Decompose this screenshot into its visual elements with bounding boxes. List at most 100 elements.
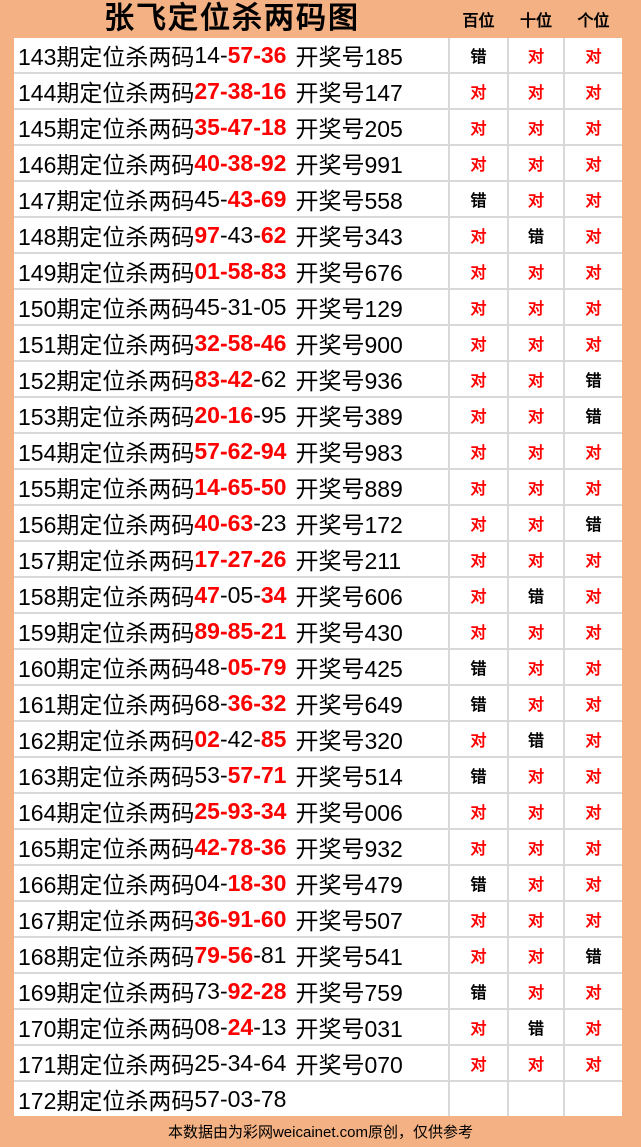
row-prefix: 143期定位杀两码 — [18, 44, 195, 70]
row-text: 150期定位杀两码 45-31-05 开奖号129 — [14, 290, 450, 324]
result-tens: 对 — [507, 830, 565, 864]
row-prefix: 147期定位杀两码 — [18, 188, 195, 214]
column-header-hundreds: 百位 — [462, 13, 495, 30]
table-row: 156期定位杀两码 40-63 -23 开奖号172 对 对 错 — [14, 504, 622, 540]
result-ones: 对 — [585, 265, 602, 282]
kill-code-highlighted: 62 — [260, 221, 287, 248]
draw-number: 开奖号031 — [295, 1016, 403, 1042]
kill-code-highlighted: 05-79 — [227, 653, 287, 680]
draw-number: 开奖号479 — [295, 872, 403, 898]
result-hundreds: 对 — [470, 337, 487, 354]
row-text: 151期定位杀两码 32-58-46 开奖号900 — [14, 326, 450, 360]
draw-number: 开奖号936 — [295, 368, 403, 394]
row-text: 148期定位杀两码 97 -43- 62 开奖号343 — [14, 218, 450, 252]
result-ones: 对 — [585, 157, 602, 174]
table-row: 144期定位杀两码 27-38-16 开奖号147 对 对 对 — [14, 72, 622, 108]
row-text: 170期定位杀两码 08- 24 -13 开奖号031 — [14, 1010, 450, 1044]
kill-code-highlighted: 97 — [194, 221, 220, 248]
row-prefix: 168期定位杀两码 — [18, 944, 195, 970]
row-text: 156期定位杀两码 40-63 -23 开奖号172 — [14, 506, 450, 540]
result-tens: 对 — [507, 110, 565, 144]
draw-number: 开奖号320 — [295, 728, 403, 754]
result-hundreds: 对 — [470, 157, 487, 174]
result-tens: 对 — [507, 506, 565, 540]
result-tens: 对 — [507, 434, 565, 468]
page-title: 张飞定位杀两码图 — [104, 2, 360, 35]
kill-code-highlighted: 35-47-18 — [194, 113, 287, 140]
row-prefix: 150期定位杀两码 — [18, 296, 195, 322]
draw-number: 开奖号425 — [295, 656, 403, 682]
result-hundreds: 对 — [470, 913, 487, 930]
table-row: 158期定位杀两码 47 -05- 34 开奖号606 对 错 对 — [14, 576, 622, 612]
result-tens: 对 — [507, 362, 565, 396]
result-tens: 对 — [507, 650, 565, 684]
row-prefix: 145期定位杀两码 — [18, 116, 195, 142]
kill-code: -62 — [253, 365, 287, 392]
row-text: 166期定位杀两码 04- 18-30 开奖号479 — [14, 866, 450, 900]
kill-code-highlighted: 17-27-26 — [194, 545, 287, 572]
result-tens: 对 — [507, 866, 565, 900]
kill-code-highlighted: 40-63 — [194, 509, 254, 536]
page: 张飞定位杀两码图 百位 十位 个位 143期定位杀两码 14- 57-36 开奖号18… — [14, 2, 622, 1141]
result-ones: 对 — [585, 85, 602, 102]
result-hundreds: 错 — [470, 985, 487, 1002]
row-prefix: 161期定位杀两码 — [18, 692, 195, 718]
result-tens: 对 — [507, 470, 565, 504]
kill-code-highlighted: 01-58-83 — [194, 257, 287, 284]
kill-code-highlighted: 57-71 — [227, 761, 287, 788]
draw-number: 开奖号389 — [295, 404, 403, 430]
result-tens: 对 — [507, 614, 565, 648]
result-hundreds: 对 — [470, 589, 487, 606]
row-prefix: 156期定位杀两码 — [18, 512, 195, 538]
kill-code: -05- — [219, 581, 261, 608]
row-prefix: 155期定位杀两码 — [18, 476, 195, 502]
result-ones: 错 — [585, 409, 602, 426]
kill-code-highlighted: 32-58-46 — [194, 329, 287, 356]
draw-number: 开奖号070 — [295, 1052, 403, 1078]
kill-code-highlighted: 34 — [260, 581, 287, 608]
draw-number: 开奖号205 — [295, 116, 403, 142]
result-hundreds: 错 — [470, 877, 487, 894]
kill-code: 25-34-64 — [194, 1049, 287, 1076]
table-row: 163期定位杀两码 53- 57-71 开奖号514 错 对 对 — [14, 756, 622, 792]
draw-number: 开奖号147 — [295, 80, 403, 106]
row-text: 154期定位杀两码 57-62-94 开奖号983 — [14, 434, 450, 468]
row-text: 171期定位杀两码 25-34-64 开奖号070 — [14, 1046, 450, 1080]
result-ones: 对 — [585, 229, 602, 246]
result-ones: 对 — [585, 301, 602, 318]
result-ones: 对 — [585, 625, 602, 642]
row-text: 163期定位杀两码 53- 57-71 开奖号514 — [14, 758, 450, 792]
kill-code: 53- — [194, 761, 228, 788]
result-tens: 错 — [507, 218, 565, 252]
result-ones: 对 — [585, 121, 602, 138]
result-tens: 错 — [507, 1010, 565, 1044]
result-hundreds: 对 — [470, 265, 487, 282]
row-prefix: 165期定位杀两码 — [18, 836, 195, 862]
kill-code: 45-31-05 — [194, 293, 287, 320]
result-ones: 对 — [585, 913, 602, 930]
row-text: 147期定位杀两码 45- 43-69 开奖号558 — [14, 182, 450, 216]
kill-code-highlighted: 02 — [194, 725, 220, 752]
table-row: 171期定位杀两码 25-34-64 开奖号070 对 对 对 — [14, 1044, 622, 1080]
result-hundreds — [450, 1082, 507, 1116]
draw-number: 开奖号006 — [295, 800, 403, 826]
result-tens: 对 — [507, 758, 565, 792]
row-prefix: 163期定位杀两码 — [18, 764, 195, 790]
table-row: 169期定位杀两码 73- 92-28 开奖号759 错 对 对 — [14, 972, 622, 1008]
result-tens: 对 — [507, 74, 565, 108]
result-ones: 对 — [585, 877, 602, 894]
row-prefix: 160期定位杀两码 — [18, 656, 195, 682]
result-hundreds: 对 — [470, 1021, 487, 1038]
result-hundreds: 错 — [470, 697, 487, 714]
kill-code-highlighted: 36-32 — [227, 689, 287, 716]
row-text: 157期定位杀两码 17-27-26 开奖号211 — [14, 542, 450, 576]
row-text: 153期定位杀两码 20-16 -95 开奖号389 — [14, 398, 450, 432]
kill-code: -42- — [219, 725, 261, 752]
result-ones: 对 — [585, 769, 602, 786]
row-text: 160期定位杀两码 48- 05-79 开奖号425 — [14, 650, 450, 684]
row-prefix: 167期定位杀两码 — [18, 908, 195, 934]
row-text: 146期定位杀两码 40-38-92 开奖号991 — [14, 146, 450, 180]
draw-number: 开奖号558 — [295, 188, 403, 214]
row-prefix: 172期定位杀两码 — [18, 1088, 195, 1114]
row-prefix: 170期定位杀两码 — [18, 1016, 195, 1042]
